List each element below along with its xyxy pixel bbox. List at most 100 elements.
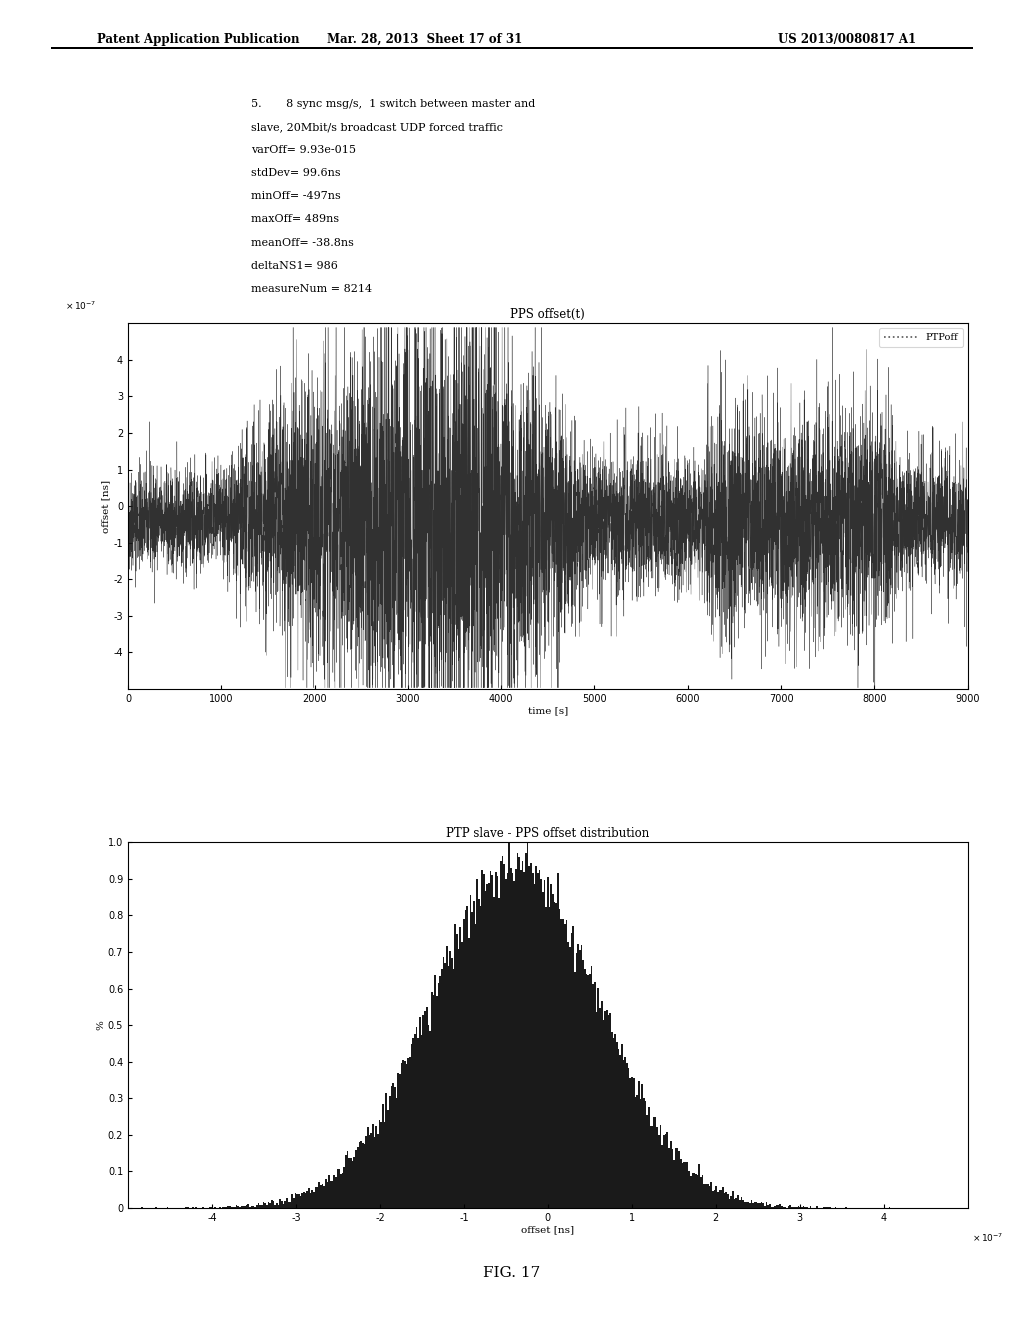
Bar [727, 1195, 729, 1208]
Bar [361, 1143, 364, 1208]
Bar [403, 1060, 406, 1208]
Bar [756, 1203, 758, 1208]
Bar [542, 892, 544, 1208]
Bar [764, 1205, 766, 1208]
Bar [419, 1016, 421, 1208]
Bar [685, 1163, 687, 1208]
Bar [581, 945, 583, 1208]
Bar [648, 1107, 649, 1208]
Bar [266, 1205, 267, 1208]
Bar [572, 927, 573, 1208]
Bar [251, 1206, 253, 1208]
Bar [466, 906, 468, 1208]
Bar [342, 1173, 343, 1208]
Bar [714, 1189, 716, 1208]
Bar [229, 1205, 230, 1208]
Bar [688, 1171, 690, 1208]
Bar [562, 919, 564, 1208]
Bar [253, 1206, 254, 1208]
Bar [730, 1196, 732, 1208]
Bar [468, 939, 470, 1208]
Bar [707, 1184, 709, 1208]
Text: maxOff= 489ns: maxOff= 489ns [251, 214, 339, 224]
Bar [617, 1049, 620, 1208]
Bar [641, 1084, 643, 1208]
Bar [308, 1188, 309, 1208]
Bar [735, 1197, 737, 1208]
Bar [441, 969, 442, 1208]
Bar [476, 879, 478, 1208]
Text: FIG. 17: FIG. 17 [483, 1266, 541, 1280]
Bar [508, 842, 510, 1208]
Bar [722, 1187, 724, 1208]
Bar [473, 900, 475, 1208]
Bar [549, 907, 550, 1208]
Bar [248, 1204, 249, 1208]
Text: meanOff= -38.8ns: meanOff= -38.8ns [251, 238, 353, 248]
Bar [434, 975, 436, 1208]
Bar [560, 919, 562, 1208]
Bar [665, 1134, 667, 1208]
Bar [333, 1175, 335, 1208]
Bar [696, 1175, 698, 1208]
Bar [272, 1201, 274, 1208]
Bar [343, 1167, 345, 1208]
Bar [621, 1044, 623, 1208]
Bar [544, 880, 546, 1208]
Bar [345, 1155, 347, 1208]
Bar [311, 1191, 313, 1208]
Bar [749, 1203, 751, 1208]
Bar [436, 995, 437, 1208]
Bar [651, 1126, 653, 1208]
Bar [379, 1119, 380, 1208]
Bar [664, 1135, 665, 1208]
Bar [573, 973, 575, 1208]
Text: varOff= 9.93e-015: varOff= 9.93e-015 [251, 145, 356, 156]
Bar [283, 1204, 285, 1208]
Bar [290, 1201, 291, 1208]
Bar [803, 1205, 805, 1208]
Bar [643, 1098, 644, 1208]
Bar [552, 894, 554, 1208]
Bar [515, 870, 517, 1208]
Bar [505, 879, 507, 1208]
Bar [352, 1162, 353, 1208]
Bar [739, 1200, 740, 1208]
Text: Mar. 28, 2013  Sheet 17 of 31: Mar. 28, 2013 Sheet 17 of 31 [328, 33, 522, 46]
Bar [291, 1193, 293, 1208]
Bar [246, 1205, 248, 1208]
Bar [510, 869, 512, 1208]
Bar [737, 1195, 739, 1208]
Bar [318, 1183, 319, 1208]
Bar [578, 944, 579, 1208]
Text: US 2013/0080817 A1: US 2013/0080817 A1 [778, 33, 916, 46]
Bar [460, 928, 461, 1208]
Bar [586, 974, 588, 1208]
Bar [329, 1175, 330, 1208]
Bar [625, 1057, 626, 1208]
Bar [313, 1192, 314, 1208]
Bar [564, 924, 565, 1208]
Bar [325, 1179, 327, 1208]
Bar [285, 1201, 286, 1208]
Bar [588, 975, 589, 1208]
Bar [486, 884, 488, 1208]
Bar [335, 1177, 337, 1208]
Bar [356, 1147, 358, 1208]
Bar [743, 1201, 745, 1208]
Bar [602, 1020, 604, 1208]
Bar [348, 1158, 350, 1208]
Bar [276, 1203, 278, 1208]
Bar [606, 1010, 607, 1208]
Bar [758, 1203, 759, 1208]
Bar [701, 1175, 703, 1208]
Bar [522, 861, 523, 1208]
Bar [327, 1183, 329, 1208]
Bar [442, 957, 444, 1208]
Bar [267, 1203, 269, 1208]
Bar [439, 975, 441, 1208]
Bar [332, 1181, 333, 1208]
Y-axis label: %: % [96, 1020, 105, 1030]
Bar [776, 1205, 777, 1208]
Bar [512, 873, 513, 1208]
